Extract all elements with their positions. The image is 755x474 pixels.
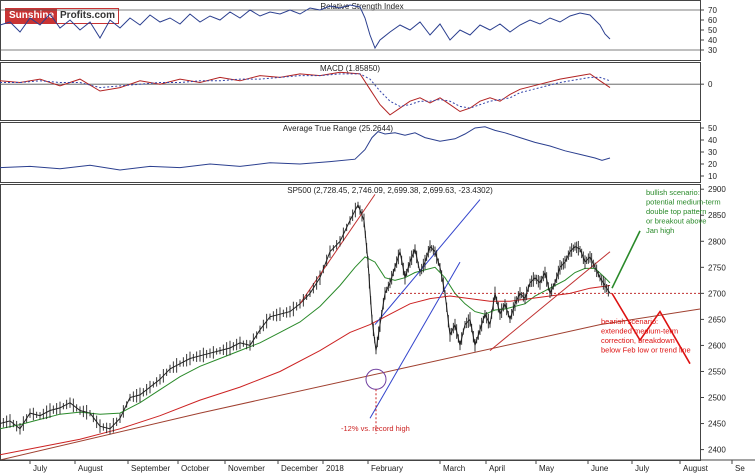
y-tick-label: 70 <box>708 6 717 15</box>
x-tick-label: February <box>371 464 403 473</box>
logo-text-sunshine: Sunshine <box>6 9 58 23</box>
bullish-annotation-line: potential medium-term <box>646 198 721 207</box>
x-tick-label: June <box>591 464 609 473</box>
logo: Sunshine Profits.com <box>5 8 120 24</box>
x-tick-label: November <box>228 464 265 473</box>
series-line-4-11 <box>611 292 691 365</box>
y-tick-label: 10 <box>708 172 717 181</box>
series-line-4-1 <box>0 203 611 430</box>
panel-frame-4 <box>0 184 701 461</box>
y-tick-label: 30 <box>708 148 717 157</box>
panel-frame-2 <box>0 62 701 121</box>
x-tick-label: March <box>443 464 465 473</box>
series-line-4-6 <box>369 261 461 419</box>
record-high-annotation: -12% vs. record high <box>341 424 410 433</box>
y-tick-label: 2850 <box>708 211 726 220</box>
y-tick-label: 2500 <box>708 394 726 403</box>
x-tick-label: October <box>181 464 210 473</box>
bullish-annotation-line: double top pattern <box>646 207 706 216</box>
y-tick-label: 2700 <box>708 289 726 298</box>
y-tick-label: 40 <box>708 36 717 45</box>
x-tick-label: May <box>539 464 554 473</box>
y-tick-label: 2400 <box>708 446 726 455</box>
series-line-4-8 <box>489 251 611 351</box>
series-line-4-10 <box>611 230 641 289</box>
x-tick-label: September <box>131 464 170 473</box>
series-line-4-3 <box>0 285 611 456</box>
y-tick-label: 50 <box>708 26 717 35</box>
x-tick-label: August <box>78 464 104 473</box>
y-tick-label: 20 <box>708 160 717 169</box>
y-tick-label: 50 <box>708 124 717 133</box>
y-tick-label: 2600 <box>708 341 726 350</box>
feb-low-circle <box>365 368 387 390</box>
panel-title-4: SP500 (2,728.45, 2,746.09, 2,699.38, 2,6… <box>287 186 493 195</box>
x-tick-label: August <box>683 464 709 473</box>
x-tick-label: 2018 <box>326 464 344 473</box>
y-tick-label: 40 <box>708 136 717 145</box>
panel-title-1: Relative Strength Index <box>320 2 403 11</box>
series-line-2-1 <box>0 71 611 116</box>
x-tick-label: July <box>33 464 47 473</box>
series-line-4-2 <box>0 256 611 430</box>
panel-title-3: Average True Range (25.2644) <box>283 124 393 133</box>
series-line-4-5 <box>374 199 481 325</box>
y-tick-label: 2900 <box>708 185 726 194</box>
bearish-annotation-line: below Feb low or trend line <box>601 346 691 355</box>
y-tick-label: 2750 <box>708 263 726 272</box>
y-tick-label: 30 <box>708 46 717 55</box>
x-tick-label: December <box>281 464 318 473</box>
y-tick-label: 60 <box>708 16 717 25</box>
x-tick-label: April <box>489 464 505 473</box>
x-tick-label: Se <box>735 464 745 473</box>
bullish-annotation-line: Jan high <box>646 226 674 235</box>
bullish-annotation-line: or breakout above <box>646 217 706 226</box>
series-line-3-1 <box>0 126 611 171</box>
series-line-4-7 <box>299 194 376 305</box>
series-line-4-4 <box>0 308 701 461</box>
bearish-annotation-line: correction, breakdown <box>601 336 675 345</box>
y-tick-label: 2450 <box>708 420 726 429</box>
bearish-annotation-line: extended medium-term <box>601 327 678 336</box>
bearish-annotation-line: bearish scenario: <box>601 317 658 326</box>
x-tick-label: July <box>635 464 649 473</box>
y-tick-label: 0 <box>708 80 713 89</box>
y-tick-label: 2800 <box>708 237 726 246</box>
series-line-2-2 <box>0 73 611 109</box>
bullish-annotation-line: bullish scenario: <box>646 188 700 197</box>
y-tick-label: 2650 <box>708 315 726 324</box>
y-tick-label: 2550 <box>708 367 726 376</box>
series-line-1-1 <box>0 4 611 50</box>
logo-text-profits: Profits.com <box>57 9 119 23</box>
panel-title-2: MACD (1.85850) <box>320 64 380 73</box>
